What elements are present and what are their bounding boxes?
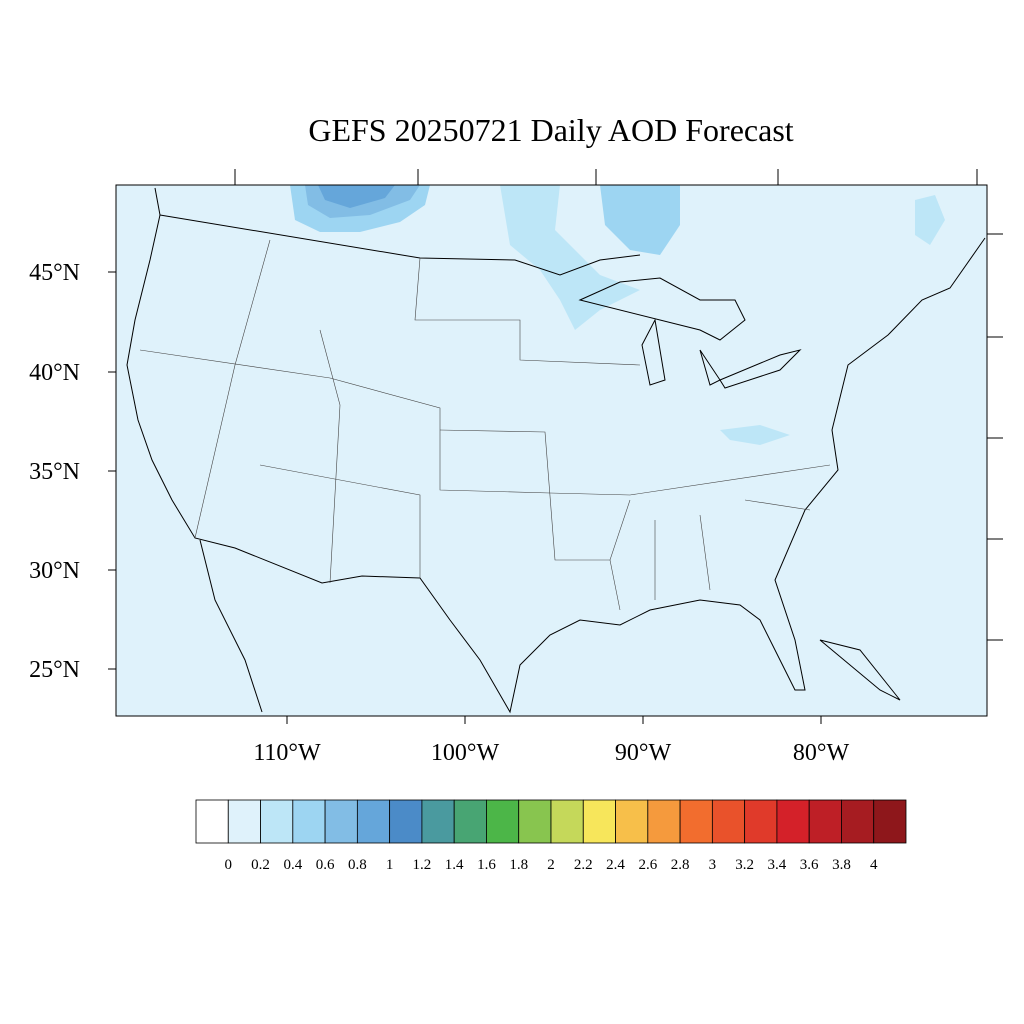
colorbar-label: 0.8 xyxy=(348,857,367,873)
colorbar-box xyxy=(453,799,487,844)
colorbar-box xyxy=(808,799,842,844)
colorbar-box xyxy=(615,799,649,844)
lon-label: 80°W xyxy=(793,740,850,766)
colorbar-box xyxy=(711,799,746,844)
map-ticks xyxy=(108,169,1003,724)
colorbar-label: 2.2 xyxy=(574,857,593,873)
colorbar-label: 0.6 xyxy=(316,857,335,873)
colorbar-label: 0 xyxy=(225,857,233,873)
colorbar-label: 1.6 xyxy=(477,857,496,873)
colorbar-box xyxy=(292,799,326,844)
colorbar-box xyxy=(389,799,423,844)
lat-label: 40°N xyxy=(29,360,80,386)
smoke-plume xyxy=(500,185,640,330)
smoke-plume xyxy=(720,425,790,445)
colorbar-box xyxy=(679,799,713,844)
colorbar-box xyxy=(776,799,810,844)
colorbar-box xyxy=(260,799,294,844)
colorbar-label: 1 xyxy=(386,857,394,873)
lat-label: 35°N xyxy=(29,459,80,485)
colorbar-box xyxy=(518,799,552,844)
map-frame xyxy=(115,184,988,717)
colorbar-label: 2.8 xyxy=(671,857,690,873)
colorbar-box xyxy=(647,799,681,844)
colorbar-box xyxy=(227,799,261,844)
colorbar-label: 3.8 xyxy=(832,857,851,873)
state-borders xyxy=(139,239,831,611)
lat-label: 25°N xyxy=(29,657,80,683)
colorbar-label: 3.6 xyxy=(800,857,819,873)
colorbar-label: 1.2 xyxy=(413,857,432,873)
lon-label: 100°W xyxy=(431,740,500,766)
map: 45°N 40°N 35°N 30°N 25°N 110°W 100°W 90°… xyxy=(29,169,1003,766)
colorbar-label: 2.6 xyxy=(638,857,657,873)
lon-label: 110°W xyxy=(253,740,321,766)
colorbar-label: 3 xyxy=(709,857,717,873)
colorbar: 0 0.2 0.4 0.6 0.8 1 1.2 1.4 1.6 1.8 2 2.2 2.4 2.6 2.8 3… xyxy=(195,799,907,873)
colorbar-box xyxy=(841,799,875,844)
smoke-plume xyxy=(318,185,395,208)
colorbar-box xyxy=(356,799,391,844)
colorbar-box xyxy=(421,799,455,844)
coastline xyxy=(126,187,986,714)
lat-label: 30°N xyxy=(29,558,80,584)
colorbar-label: 0.2 xyxy=(251,857,270,873)
smoke-plume xyxy=(600,185,680,255)
colorbar-label: 3.4 xyxy=(768,857,787,873)
colorbar-box xyxy=(550,799,584,844)
colorbar-label: 1.4 xyxy=(445,857,464,873)
colorbar-label: 2.4 xyxy=(606,857,625,873)
lat-label: 45°N xyxy=(29,260,80,286)
colorbar-box xyxy=(324,799,358,844)
colorbar-label: 3.2 xyxy=(735,857,754,873)
colorbar-box xyxy=(582,799,616,844)
colorbar-box xyxy=(195,799,229,844)
map-title: GEFS 20250721 Daily AOD Forecast xyxy=(308,112,793,148)
colorbar-box xyxy=(873,799,907,844)
colorbar-label: 4 xyxy=(870,857,878,873)
smoke-plume xyxy=(915,195,945,245)
colorbar-box xyxy=(486,799,520,844)
lon-label: 90°W xyxy=(615,740,672,766)
colorbar-label: 0.4 xyxy=(283,857,302,873)
colorbar-label: 1.8 xyxy=(509,857,528,873)
colorbar-label: 2 xyxy=(547,857,555,873)
colorbar-box xyxy=(744,799,778,844)
